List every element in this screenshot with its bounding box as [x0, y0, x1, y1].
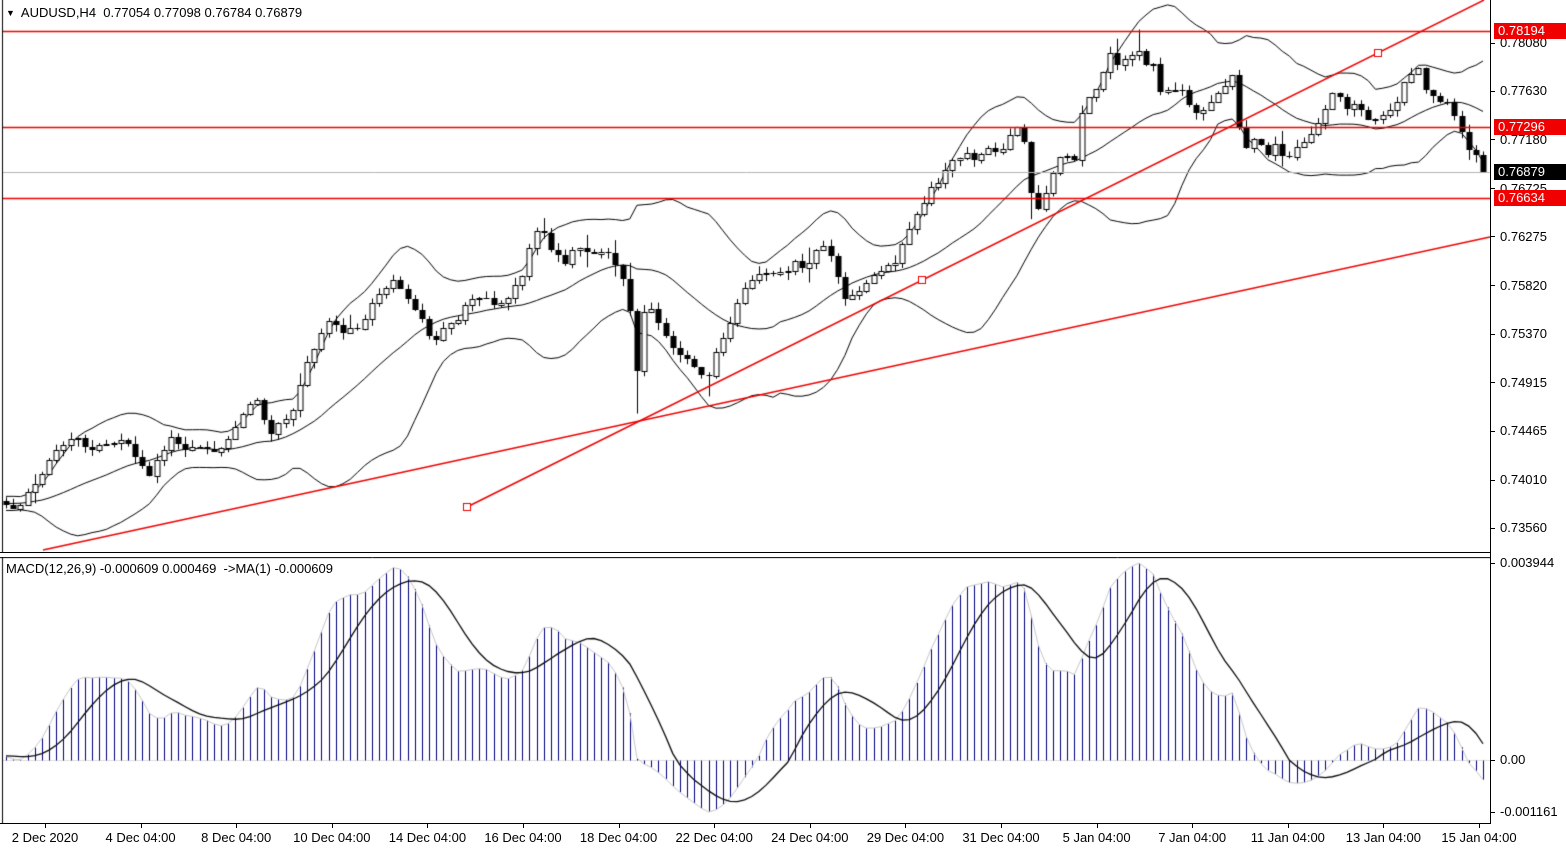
- price-tick: [1491, 139, 1495, 141]
- price-tick: [1491, 382, 1495, 384]
- date-label: 31 Dec 04:00: [962, 830, 1040, 845]
- price-tick: [1491, 236, 1495, 238]
- price-tick-label: 0.77630: [1500, 83, 1547, 99]
- price-tick: [1491, 285, 1495, 287]
- macd-tick-label: -0.001161: [1500, 804, 1558, 819]
- time-scale[interactable]: 2 Dec 2020 4 Dec 04:00 8 Dec 04:00 10 Dec 0…: [0, 824, 1517, 850]
- date-tick: [1287, 824, 1289, 828]
- quote-low: 0.76784: [204, 5, 252, 20]
- date-label: 29 Dec 04:00: [866, 830, 945, 845]
- price-tick: [1491, 479, 1495, 481]
- macd-tick: [1491, 759, 1495, 761]
- date-tick: [1479, 824, 1480, 828]
- macd-indicator-label: MACD(12,26,9) -0.000609 0.000469 ->MA(1)…: [6, 561, 333, 576]
- price-tick-label: 0.78080: [1500, 35, 1547, 50]
- macd-panel-canvas[interactable]: [0, 557, 1490, 823]
- date-tick: [809, 824, 811, 828]
- price-tick-label: 0.73560: [1500, 520, 1547, 536]
- date-tick: [45, 824, 46, 828]
- price-tick-label: 0.76275: [1500, 228, 1547, 244]
- date-label: 15 Jan 04:00: [1441, 830, 1517, 845]
- symbol-marker-icon: ▼: [6, 8, 15, 18]
- date-tick: [1383, 824, 1385, 828]
- current-price-flag: 0.76879: [1494, 164, 1566, 180]
- macd-tick-label: 0.00: [1500, 752, 1526, 767]
- chart-title: ▼ AUDUSD,H4 0.77054 0.77098 0.76784 0.768…: [6, 5, 302, 20]
- date-tick: [140, 824, 142, 828]
- date-label: 16 Dec 04:00: [484, 830, 562, 845]
- date-tick: [1096, 824, 1098, 828]
- date-label: 2 Dec 2020: [11, 830, 79, 845]
- date-label: 8 Dec 04:00: [201, 830, 272, 845]
- date-tick: [236, 824, 238, 828]
- price-tick: [1491, 333, 1495, 335]
- date-tick: [714, 824, 716, 828]
- symbol-timeframe: AUDUSD,H4: [20, 5, 97, 20]
- price-tick-label: 0.75820: [1500, 277, 1547, 293]
- date-label: 24 Dec 04:00: [771, 830, 849, 845]
- price-tick: [1491, 527, 1495, 529]
- date-tick: [1001, 824, 1002, 828]
- date-tick: [331, 824, 333, 828]
- macd-tick: [1491, 811, 1495, 813]
- date-label: 14 Dec 04:00: [388, 830, 467, 845]
- date-label: 18 Dec 04:00: [579, 830, 658, 845]
- price-tick: [1491, 188, 1495, 190]
- date-label: 10 Dec 04:00: [293, 830, 371, 845]
- price-chart-canvas[interactable]: [0, 0, 1490, 552]
- date-label: 4 Dec 04:00: [105, 830, 176, 845]
- date-label: 11 Jan 04:00: [1250, 830, 1325, 845]
- price-tick-label: 0.74915: [1500, 374, 1547, 390]
- object-price-flag: 0.78194: [1494, 23, 1566, 39]
- date-tick: [523, 824, 524, 828]
- date-tick: [618, 824, 620, 828]
- object-price-flag: 0.76634: [1494, 190, 1566, 206]
- price-tick-label: 0.77180: [1500, 131, 1547, 147]
- price-tick: [1491, 90, 1495, 92]
- date-label: 7 Jan 04:00: [1158, 830, 1227, 845]
- date-tick: [1192, 824, 1194, 828]
- price-scale[interactable]: 0.78080 0.77630 0.77180 0.76725 0.76275 0.758…: [1490, 0, 1566, 824]
- quote-high: 0.77098: [153, 5, 201, 20]
- quote-open: 0.77054: [103, 5, 151, 20]
- quote-close: 0.76879: [255, 5, 303, 20]
- price-tick: [1491, 42, 1495, 44]
- macd-tick: [1491, 562, 1495, 564]
- price-tick-label: 0.75370: [1500, 326, 1547, 342]
- macd-tick-label: 0.003944: [1500, 555, 1555, 570]
- date-label: 13 Jan 04:00: [1345, 830, 1421, 845]
- price-tick-label: 0.74010: [1500, 472, 1547, 488]
- object-price-flag: 0.77296: [1494, 119, 1566, 135]
- date-tick: [905, 824, 907, 828]
- price-tick: [1491, 430, 1495, 432]
- date-label: 5 Jan 04:00: [1062, 830, 1131, 845]
- macd-panel-border: [0, 823, 1490, 824]
- date-tick: [427, 824, 429, 828]
- price-tick-label: 0.74465: [1500, 423, 1547, 439]
- date-label: 22 Dec 04:00: [675, 830, 753, 845]
